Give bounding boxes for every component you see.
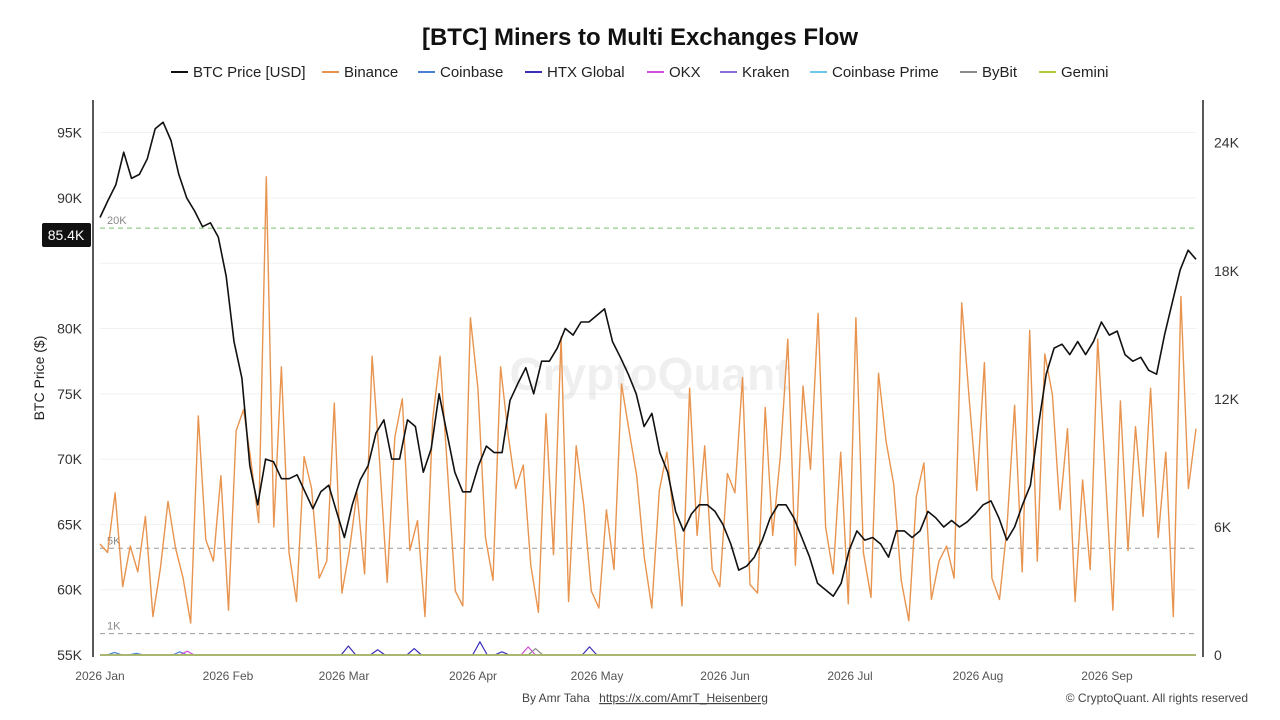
x-tick-label: 2026 Aug <box>953 669 1004 683</box>
reference-line-label: 1K <box>107 621 121 633</box>
left-tick-label: 80K <box>57 321 83 337</box>
left-tick-label: 60K <box>57 582 83 598</box>
x-tick-label: 2026 Jun <box>700 669 749 683</box>
footer-author: By Amr Taha <box>522 691 590 705</box>
current-price-tag-box <box>42 223 91 247</box>
legend-label[interactable]: Binance <box>344 64 398 81</box>
reference-lines: 20K 5K 1K <box>100 215 1196 635</box>
left-tick-label: 65K <box>57 516 83 532</box>
right-tick-label: 6K <box>1214 519 1232 535</box>
series-line-okx <box>100 646 1196 656</box>
left-tick-label: 55K <box>57 647 83 663</box>
chart-title: [BTC] Miners to Multi Exchanges Flow <box>422 24 858 51</box>
footer-link[interactable]: https://x.com/AmrT_Heisenberg <box>599 691 768 705</box>
series-line-binance <box>99 176 1197 624</box>
right-tick-label: 12K <box>1214 391 1240 407</box>
footer-byline: By Amr Taha https://x.com/AmrT_Heisenber… <box>522 691 768 705</box>
right-axis-ticks: 0 6K 12K 18K 24K <box>1214 135 1240 663</box>
x-tick-label: 2026 Apr <box>449 669 497 683</box>
footer-copyright: © CryptoQuant. All rights reserved <box>1066 691 1248 705</box>
legend-label[interactable]: Coinbase Prime <box>832 64 939 81</box>
x-tick-label: 2026 Mar <box>319 669 370 683</box>
legend-label[interactable]: OKX <box>669 64 701 81</box>
x-tick-label: 2026 May <box>571 669 624 683</box>
left-tick-label: 75K <box>57 386 83 402</box>
reference-line-label: 5K <box>107 535 121 547</box>
x-tick-label: 2026 Feb <box>203 669 254 683</box>
left-tick-label: 70K <box>57 451 83 467</box>
left-axis-ticks: 55K 60K 65K 70K 75K 80K 90K 95K <box>57 125 83 663</box>
left-tick-label: 90K <box>57 190 83 206</box>
legend-label[interactable]: HTX Global <box>547 64 625 81</box>
x-tick-label: 2026 Jan <box>75 669 124 683</box>
legend: BTC Price [USD] Binance Coinbase HTX Global… <box>171 64 1109 81</box>
legend-label[interactable]: Kraken <box>742 64 790 81</box>
right-tick-label: 24K <box>1214 135 1240 151</box>
x-tick-label: 2026 Sep <box>1081 669 1133 683</box>
current-price-tag: 85.4K <box>42 223 91 247</box>
left-tick-label: 95K <box>57 125 83 141</box>
x-tick-label: 2026 Jul <box>827 669 872 683</box>
right-tick-label: 18K <box>1214 263 1240 279</box>
series-line-btc-price-usd- <box>99 121 1197 597</box>
x-axis-ticks: 2026 Jan 2026 Feb 2026 Mar 2026 Apr 2026 May… <box>75 669 1133 683</box>
axes <box>92 100 1204 657</box>
current-price-tag-label: 85.4K <box>48 227 85 243</box>
watermark: CryptoQuant <box>509 348 790 400</box>
series-line-bybit <box>100 648 1196 656</box>
legend-label[interactable]: ByBit <box>982 64 1018 81</box>
legend-label[interactable]: Coinbase <box>440 64 503 81</box>
right-tick-label: 0 <box>1214 647 1222 663</box>
series-layer <box>99 121 1197 656</box>
legend-label[interactable]: Gemini <box>1061 64 1109 81</box>
y-axis-title: BTC Price ($) <box>31 336 47 421</box>
reference-line-label: 20K <box>107 215 127 227</box>
legend-label[interactable]: BTC Price [USD] <box>193 64 306 81</box>
series-line-htx-global <box>100 641 1196 656</box>
